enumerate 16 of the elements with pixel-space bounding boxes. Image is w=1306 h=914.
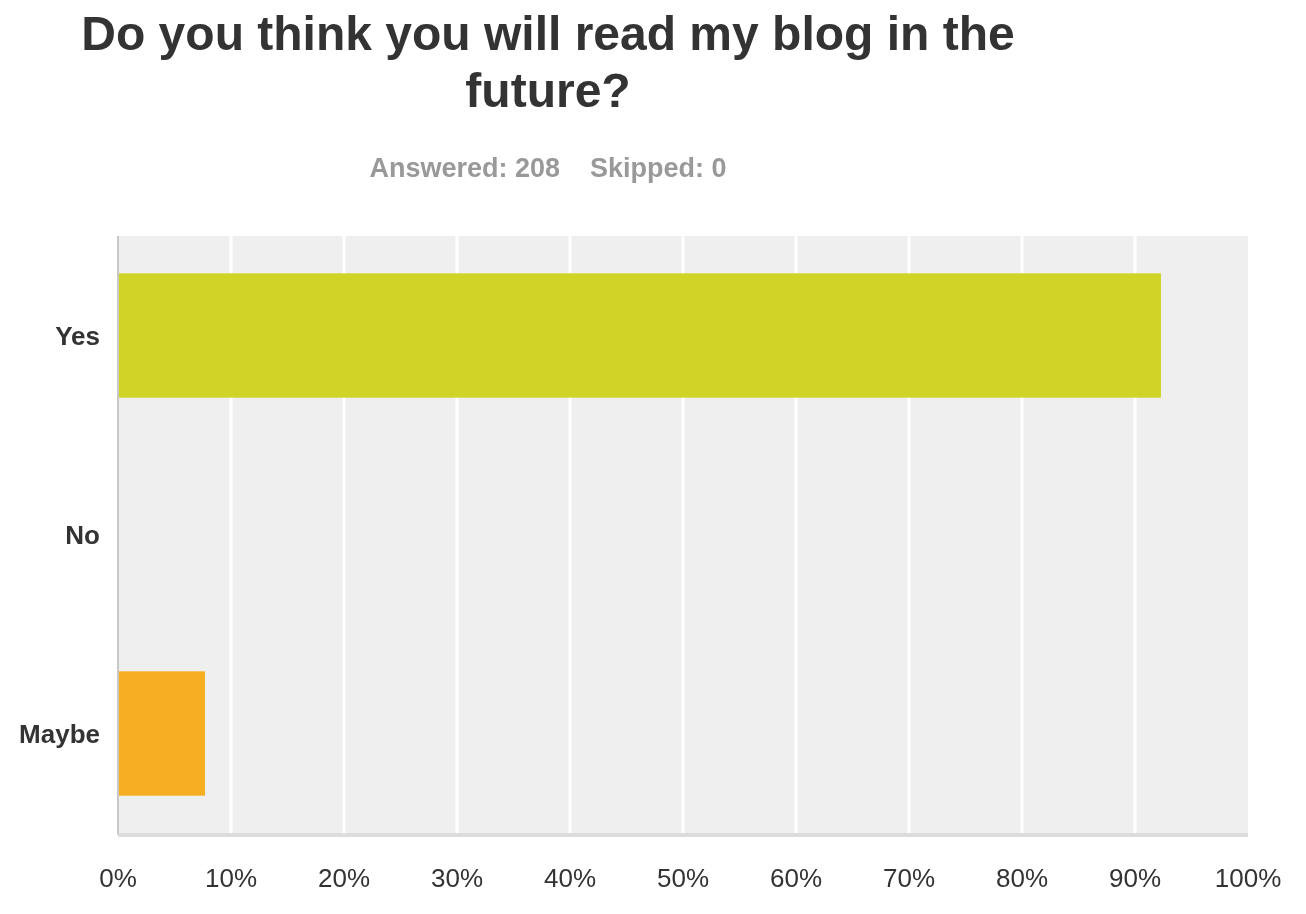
x-tick-label: 100%	[1214, 863, 1282, 893]
chart-subtitle: Answered: 208 Skipped: 0	[369, 153, 727, 183]
y-tick-label: Maybe	[19, 718, 100, 749]
x-tick-label: 20%	[317, 863, 371, 893]
x-tick-label: 30%	[430, 863, 484, 893]
x-tick-label: 90%	[1108, 863, 1162, 893]
x-tick-label: 70%	[882, 863, 936, 893]
x-tick-label: 60%	[769, 863, 823, 893]
x-tick-label: 0%	[99, 863, 137, 893]
x-tick-label: 40%	[543, 863, 597, 893]
y-tick-label: Yes	[55, 320, 100, 351]
x-tick-label: 10%	[204, 863, 258, 893]
x-tick-label: 50%	[656, 863, 710, 893]
x-tick-label: 80%	[995, 863, 1049, 893]
y-tick-label: No	[65, 519, 100, 550]
chart-title: Do you think you will read my blog in the future?	[81, 7, 1015, 117]
